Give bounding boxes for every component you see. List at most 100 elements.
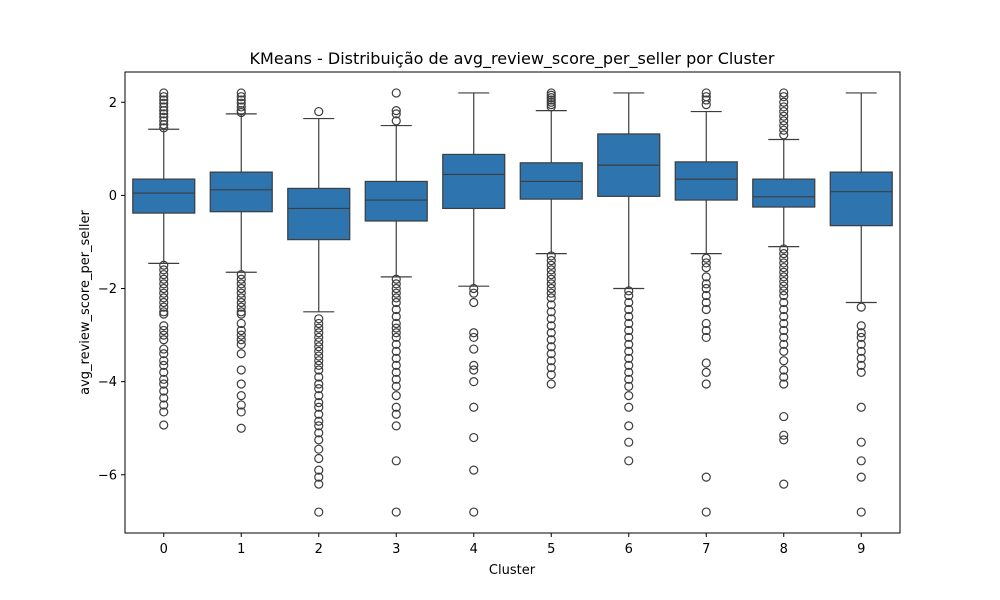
outlier-point [159, 95, 169, 105]
outlier-point [779, 290, 789, 301]
outlier-point [391, 381, 401, 391]
outlier-point [624, 332, 634, 343]
outlier-point [856, 346, 866, 356]
outlier-point [701, 99, 711, 110]
outlier-point [546, 293, 556, 303]
outlier-point [779, 332, 789, 343]
outlier-point [546, 342, 556, 352]
outlier-point [314, 360, 324, 370]
outlier-point [779, 372, 789, 382]
outlier-point [236, 391, 246, 401]
outlier-point [391, 353, 401, 363]
box-cluster-8 [752, 88, 816, 489]
x-tick-label: 9 [857, 542, 865, 557]
outlier-point [159, 420, 169, 430]
outlier-point [236, 283, 246, 294]
outlier-point [469, 365, 479, 375]
outlier-point [314, 435, 324, 445]
outlier-point [236, 379, 246, 389]
outlier-point [779, 267, 789, 277]
outlier-point [624, 402, 634, 412]
outlier-point [314, 323, 324, 333]
x-tick-label: 1 [237, 542, 245, 557]
outlier-point [391, 279, 401, 289]
outlier-point [779, 262, 789, 273]
outlier-point [314, 409, 324, 419]
outlier-point [546, 255, 556, 266]
outlier-point [236, 325, 246, 336]
outlier-point [546, 260, 556, 270]
outlier-point [236, 95, 246, 105]
outlier-point [159, 274, 169, 284]
outlier-point [701, 358, 711, 368]
outlier-point [236, 88, 246, 98]
outlier-point [236, 400, 246, 410]
outlier-point [159, 360, 169, 370]
outlier-point [856, 437, 866, 447]
x-axis: 0 1 2 3 4 5 6 7 8 9 [160, 533, 865, 557]
outlier-point [701, 88, 711, 98]
outlier-point [779, 479, 789, 489]
outlier-point [701, 279, 711, 289]
outlier-point [779, 346, 789, 356]
outlier-point [469, 332, 479, 343]
outlier-point [236, 365, 246, 375]
outlier-point [469, 465, 479, 475]
outlier-point [236, 307, 246, 317]
outlier-point [624, 367, 634, 377]
outlier-point [236, 407, 246, 417]
outlier-point [546, 265, 556, 275]
outlier-point [779, 411, 789, 422]
box-iqr [442, 153, 506, 210]
outlier-point [701, 290, 711, 301]
outlier-point [469, 432, 479, 443]
outlier-point [236, 279, 246, 289]
outlier-point [546, 99, 556, 110]
outlier-point [236, 309, 246, 319]
outlier-point [546, 370, 556, 380]
outlier-point [546, 88, 556, 98]
x-tick-label: 6 [625, 542, 633, 557]
outlier-point [469, 297, 479, 308]
outlier-point [159, 321, 169, 331]
outlier-point [469, 328, 479, 338]
outlier-point [391, 283, 401, 294]
outlier-point [779, 297, 789, 308]
box-iqr [752, 178, 816, 208]
outlier-point [159, 283, 169, 294]
outlier-point [469, 344, 479, 354]
box-iqr [674, 161, 738, 201]
outlier-point [546, 279, 556, 289]
outlier-point [546, 95, 556, 105]
outlier-point [624, 290, 634, 301]
y-axis-label: avg_review_score_per_seller [78, 209, 93, 394]
outlier-point [779, 253, 789, 263]
outlier-point [546, 300, 556, 310]
outlier-point [314, 106, 324, 117]
outlier-point [314, 379, 324, 389]
outlier-point [469, 288, 479, 298]
outlier-point [546, 274, 556, 284]
box-cluster-4 [442, 92, 506, 517]
outlier-point [159, 330, 169, 340]
outlier-point [391, 409, 401, 419]
outlier-point [159, 349, 169, 359]
outlier-point [856, 507, 866, 517]
y-tick-label: −4 [98, 375, 117, 390]
outlier-point [546, 314, 556, 324]
outlier-point [546, 363, 556, 373]
outlier-point [856, 472, 866, 482]
outlier-point [236, 269, 246, 280]
outlier-point [391, 304, 401, 315]
outlier-point [779, 276, 789, 287]
outlier-point [236, 102, 246, 112]
outlier-point [701, 283, 711, 294]
outlier-point [236, 288, 246, 298]
outlier-point [856, 456, 866, 466]
outlier-point [236, 297, 246, 308]
outlier-point [159, 102, 169, 112]
box-cluster-3 [364, 88, 428, 517]
box-iqr [132, 178, 196, 214]
outlier-point [701, 304, 711, 315]
outlier-point [779, 258, 789, 268]
